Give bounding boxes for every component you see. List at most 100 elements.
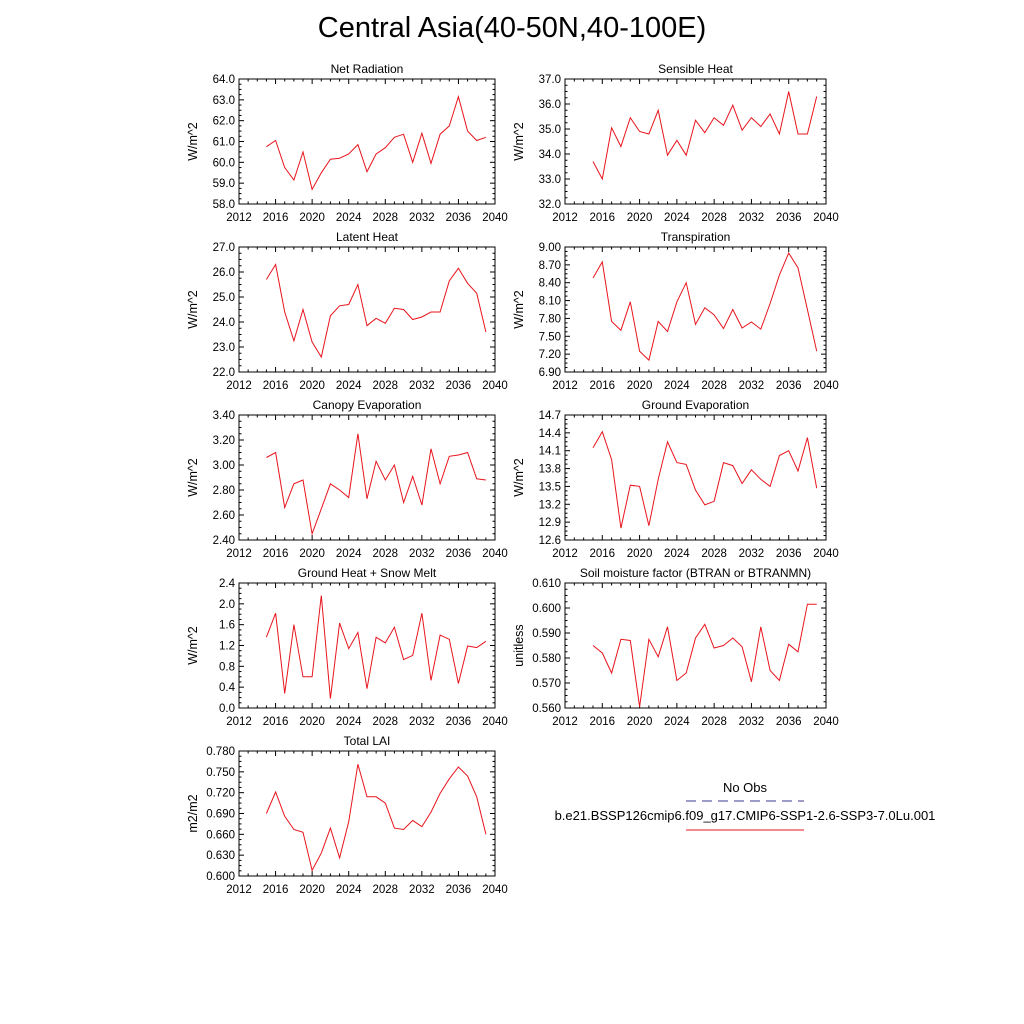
panel-title: Latent Heat — [336, 230, 399, 244]
series-line — [266, 94, 487, 191]
x-tick-label: 2012 — [226, 380, 252, 392]
x-tick-label: 2036 — [446, 884, 472, 896]
y-tick-label: 0.570 — [532, 678, 561, 690]
y-tick-label: 0.580 — [532, 653, 561, 665]
y-tick-label: 9.00 — [539, 242, 561, 254]
x-tick-label: 2020 — [627, 212, 653, 224]
x-tick-label: 2032 — [739, 716, 765, 728]
x-tick-label: 2024 — [336, 380, 362, 392]
series-line — [592, 251, 818, 362]
x-tick-label: 2028 — [701, 716, 727, 728]
x-tick-label: 2032 — [739, 212, 765, 224]
y-tick-label: 7.20 — [539, 349, 561, 361]
panel-2: Sensible Heat W/m^2 2012 2016 2020 2024 2028 20… — [512, 62, 839, 224]
y-axis-label: W/m^2 — [186, 626, 200, 665]
y-tick-label: 6.90 — [539, 367, 561, 379]
x-tick-label: 2040 — [482, 884, 508, 896]
y-tick-label: 7.50 — [539, 331, 561, 343]
panel-6: Ground Evaporation W/m^2 2012 2016 2020 2024 2… — [512, 398, 839, 560]
panel-4: Transpiration W/m^2 2012 2016 2020 2024 2028 20… — [512, 230, 839, 392]
x-tick-label: 2032 — [409, 716, 435, 728]
y-axis-label: W/m^2 — [186, 290, 200, 329]
y-tick-label: 0.660 — [206, 829, 235, 841]
y-tick-label: 2.80 — [213, 485, 235, 497]
y-tick-label: 60.0 — [213, 157, 235, 169]
y-tick-label: 59.0 — [213, 178, 235, 190]
x-tick-label: 2036 — [446, 380, 472, 392]
y-tick-label: 22.0 — [213, 367, 235, 379]
x-tick-label: 2016 — [589, 716, 615, 728]
y-tick-label: 13.2 — [539, 499, 561, 511]
x-tick-label: 2024 — [336, 884, 362, 896]
x-tick-label: 2024 — [664, 548, 690, 560]
panel-title: Ground Heat + Snow Melt — [298, 566, 437, 580]
y-axis-label: W/m^2 — [512, 290, 526, 329]
y-tick-label: 13.8 — [539, 464, 561, 476]
chart-panels: Net Radiation W/m^2 2012 2016 2020 2024 2028 20… — [186, 62, 839, 896]
series-line — [266, 433, 486, 536]
x-tick-label: 2016 — [263, 884, 289, 896]
y-tick-label: 12.9 — [539, 517, 561, 529]
panel-8: Soil moisture factor (BTRAN or BTRANMN) u… — [512, 566, 839, 728]
x-tick-label: 2012 — [552, 212, 578, 224]
x-tick-label: 2012 — [552, 548, 578, 560]
y-tick-label: 8.70 — [539, 260, 561, 272]
x-tick-label: 2028 — [701, 212, 727, 224]
y-tick-label: 24.0 — [213, 317, 235, 329]
y-tick-label: 13.5 — [539, 481, 561, 493]
x-tick-label: 2020 — [299, 716, 325, 728]
x-tick-label: 2040 — [813, 212, 839, 224]
y-tick-label: 0.0 — [219, 703, 235, 715]
x-tick-label: 2032 — [409, 884, 435, 896]
plot-frame — [238, 246, 496, 373]
panel-title: Transpiration — [661, 230, 731, 244]
y-tick-label: 26.0 — [213, 267, 235, 279]
y-tick-label: 0.610 — [532, 578, 561, 590]
y-tick-label: 3.00 — [213, 460, 235, 472]
legend-obs-label: No Obs — [723, 780, 768, 795]
x-tick-label: 2024 — [664, 380, 690, 392]
panel-title: Canopy Evaporation — [313, 398, 422, 412]
panel-title: Ground Evaporation — [642, 398, 749, 412]
x-tick-label: 2024 — [664, 212, 690, 224]
y-axis-label: m2/m2 — [186, 794, 200, 832]
plot-frame — [238, 582, 496, 709]
x-tick-label: 2012 — [226, 716, 252, 728]
y-tick-label: 0.600 — [206, 871, 235, 883]
y-tick-label: 34.0 — [539, 149, 561, 161]
x-tick-label: 2032 — [409, 380, 435, 392]
x-tick-label: 2016 — [589, 380, 615, 392]
x-tick-label: 2016 — [589, 548, 615, 560]
x-tick-label: 2036 — [446, 212, 472, 224]
series-line — [592, 603, 817, 707]
x-tick-label: 2020 — [299, 380, 325, 392]
plot-frame — [238, 78, 496, 205]
x-tick-label: 2040 — [482, 380, 508, 392]
x-tick-label: 2040 — [813, 716, 839, 728]
y-tick-label: 61.0 — [213, 137, 235, 149]
x-tick-label: 2016 — [263, 716, 289, 728]
x-tick-label: 2012 — [226, 884, 252, 896]
x-tick-label: 2036 — [776, 548, 802, 560]
x-tick-label: 2012 — [552, 380, 578, 392]
y-tick-label: 3.20 — [213, 435, 235, 447]
panel-title: Net Radiation — [331, 62, 404, 76]
x-tick-label: 2020 — [299, 884, 325, 896]
x-tick-label: 2032 — [739, 548, 765, 560]
y-tick-label: 0.560 — [532, 703, 561, 715]
x-tick-label: 2012 — [226, 548, 252, 560]
y-tick-label: 2.40 — [213, 535, 235, 547]
y-tick-label: 8.10 — [539, 296, 561, 308]
x-tick-label: 2028 — [372, 884, 398, 896]
y-tick-label: 25.0 — [213, 292, 235, 304]
y-tick-label: 0.690 — [206, 809, 235, 821]
y-tick-label: 3.40 — [213, 410, 235, 422]
y-axis-label: W/m^2 — [512, 458, 526, 497]
panel-5: Canopy Evaporation W/m^2 2012 2016 2020 2024 2… — [186, 398, 508, 560]
panel-title: Soil moisture factor (BTRAN or BTRANMN) — [580, 566, 811, 580]
plot-frame — [564, 582, 827, 709]
y-tick-label: 37.0 — [539, 74, 561, 86]
y-axis-label: W/m^2 — [512, 122, 526, 161]
x-tick-label: 2016 — [263, 548, 289, 560]
legend: No Obs b.e21.BSSP126cmip6.f09_g17.CMIP6-… — [555, 780, 935, 831]
